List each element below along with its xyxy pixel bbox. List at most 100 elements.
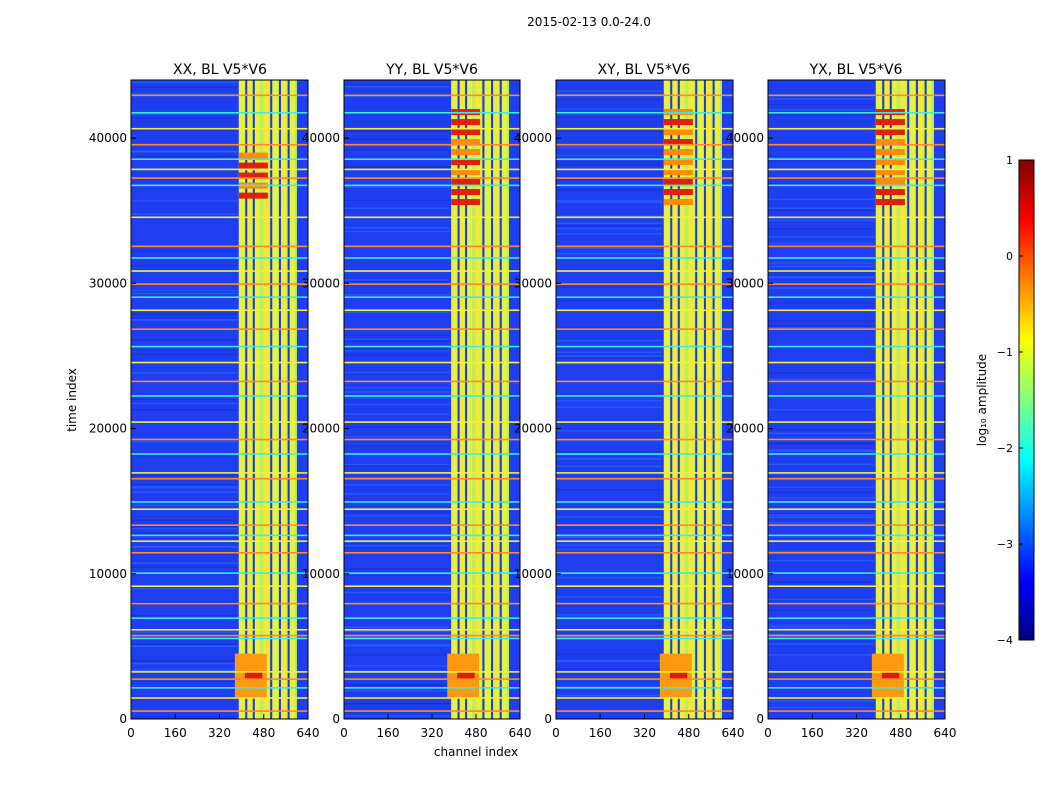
- noise-row: [768, 160, 875, 162]
- high-amplitude-cell: [881, 671, 900, 680]
- y-axis-label: time index: [65, 368, 79, 432]
- y-tick-label: 30000: [726, 276, 764, 290]
- horizontal-line: [131, 309, 308, 312]
- noise-row: [131, 318, 238, 321]
- noise-row: [768, 372, 875, 374]
- band-gap: [677, 80, 680, 719]
- noise-row: [556, 437, 663, 439]
- horizontal-line: [131, 534, 308, 537]
- band-stripe: [713, 80, 720, 719]
- horizontal-line: [131, 453, 308, 455]
- horizontal-line: [768, 472, 945, 474]
- noise-row: [131, 519, 238, 521]
- noise-row: [344, 230, 450, 233]
- horizontal-line: [556, 534, 733, 537]
- horizontal-line: [556, 177, 733, 179]
- noise-row: [556, 406, 663, 408]
- noise-row: [131, 317, 238, 320]
- horizontal-line: [556, 602, 733, 605]
- noise-row: [131, 526, 238, 528]
- noise-row: [131, 517, 238, 519]
- band-stripe: [263, 80, 270, 719]
- horizontal-line: [556, 572, 733, 574]
- band-gap: [695, 80, 698, 719]
- noise-row: [768, 326, 875, 329]
- high-amplitude-cell: [451, 149, 481, 156]
- horizontal-line: [768, 551, 945, 554]
- noise-row: [768, 408, 875, 411]
- noise-row: [768, 113, 875, 116]
- horizontal-line: [344, 671, 520, 673]
- horizontal-line: [131, 270, 308, 272]
- band-gap: [287, 80, 290, 719]
- noise-row: [768, 236, 875, 238]
- horizontal-line: [344, 508, 520, 511]
- y-tick-label: 20000: [89, 422, 127, 436]
- noise-row: [131, 532, 238, 535]
- high-amplitude-cell: [451, 179, 481, 186]
- noise-row: [344, 350, 450, 352]
- noise-row: [344, 348, 450, 350]
- noise-row: [768, 265, 875, 268]
- noise-row: [344, 279, 450, 281]
- high-amplitude-cell: [244, 671, 263, 680]
- noise-row: [131, 546, 238, 548]
- horizontal-line: [344, 380, 520, 383]
- noise-row: [768, 429, 875, 431]
- noise-row: [556, 363, 663, 365]
- noise-row: [768, 262, 875, 264]
- noise-row: [768, 654, 875, 656]
- horizontal-line: [131, 438, 308, 441]
- colorbar-tick-label: −4: [997, 634, 1013, 647]
- y-tick-label: 10000: [514, 567, 552, 581]
- high-amplitude-cell: [875, 129, 905, 136]
- colorbar: 1 0 −1 −2 −3 −4 log₁₀ amplitude: [975, 154, 1035, 647]
- noise-row: [768, 550, 875, 552]
- horizontal-line: [556, 678, 733, 680]
- noise-row: [131, 155, 238, 158]
- panel-yy: YY, BL V5*V6 channel index 0 160 320 480 640…: [302, 62, 532, 759]
- horizontal-line: [131, 508, 308, 511]
- band-stripe: [458, 80, 465, 719]
- noise-row: [344, 544, 450, 547]
- band-gap: [245, 80, 248, 719]
- horizontal-line: [344, 687, 520, 689]
- horizontal-line: [768, 697, 945, 699]
- noise-row: [556, 154, 663, 157]
- horizontal-line: [344, 501, 520, 503]
- noise-row: [768, 155, 875, 158]
- horizontal-line: [344, 551, 520, 554]
- high-amplitude-cell: [663, 189, 693, 196]
- horizontal-line: [768, 453, 945, 455]
- band-stripe: [280, 80, 287, 719]
- noise-row: [556, 113, 663, 115]
- horizontal-line: [768, 380, 945, 383]
- horizontal-line: [344, 472, 520, 474]
- noise-row: [131, 643, 238, 646]
- noise-row: [768, 522, 875, 524]
- horizontal-line: [344, 245, 520, 248]
- x-tick-label: 0: [340, 726, 348, 740]
- noise-row: [344, 464, 450, 466]
- noise-row: [131, 250, 238, 252]
- noise-row: [131, 614, 238, 617]
- horizontal-line: [768, 710, 945, 712]
- horizontal-line: [768, 177, 945, 179]
- noise-row: [768, 301, 875, 304]
- horizontal-line: [344, 395, 520, 397]
- noise-row: [768, 378, 875, 380]
- horizontal-line: [131, 634, 308, 637]
- noise-row: [556, 635, 663, 638]
- band-gap: [252, 80, 255, 719]
- horizontal-line: [768, 361, 945, 364]
- noise-row: [131, 601, 238, 604]
- horizontal-line: [556, 585, 733, 587]
- noise-row: [131, 113, 238, 115]
- noise-row: [556, 488, 663, 491]
- horizontal-line: [131, 540, 308, 542]
- high-amplitude-cell: [238, 152, 268, 159]
- colorbar-tick-label: 1: [1006, 154, 1013, 167]
- noise-row: [556, 614, 663, 616]
- x-tick-label: 0: [552, 726, 560, 740]
- noise-row: [344, 391, 450, 393]
